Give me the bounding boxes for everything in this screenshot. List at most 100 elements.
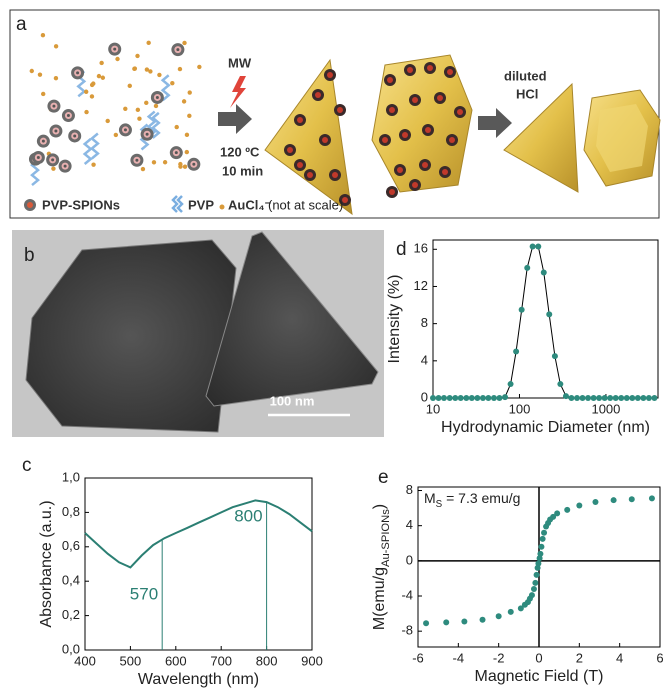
x-tick-label: 400 xyxy=(74,653,96,668)
point xyxy=(531,586,537,592)
y-tick-label: 1,0 xyxy=(62,469,80,484)
point xyxy=(580,395,586,401)
point xyxy=(508,609,514,615)
spion xyxy=(76,71,79,74)
point xyxy=(602,395,608,401)
au-ion xyxy=(144,101,148,105)
dot-icon xyxy=(220,205,225,210)
acid-label: HCl xyxy=(516,86,538,101)
plot-frame xyxy=(85,478,312,650)
spion xyxy=(412,97,418,103)
y-tick-label: 4 xyxy=(406,517,413,532)
legend-label: PVP xyxy=(188,197,214,212)
spion xyxy=(387,77,393,83)
spion xyxy=(51,158,54,161)
y-axis-title: M(emu/gAu-SPIONs) xyxy=(371,504,392,630)
annotation-part: = 7.3 emu/g xyxy=(442,490,520,506)
acid-label: diluted xyxy=(504,68,547,83)
spion xyxy=(322,137,328,143)
point xyxy=(423,620,429,626)
au-ion xyxy=(84,110,88,114)
spion xyxy=(332,172,338,178)
au-ion xyxy=(185,133,189,137)
y-tick-label: 0,8 xyxy=(62,504,80,519)
y-tick-label: 8 xyxy=(406,482,413,497)
spion xyxy=(425,127,431,133)
spion xyxy=(422,162,428,168)
au-ion xyxy=(178,67,182,71)
y-tick-label: 0 xyxy=(406,552,413,567)
plot-frame xyxy=(433,240,658,398)
au-ion xyxy=(178,164,182,168)
point xyxy=(607,395,613,401)
au-ion xyxy=(101,76,105,80)
spion xyxy=(287,147,293,153)
au-ion xyxy=(114,133,118,137)
panel-a: a MW 120 ºC 10 min diluted HCl PVP-SPION… xyxy=(10,10,660,218)
spion xyxy=(52,105,55,108)
spion xyxy=(427,65,433,71)
point xyxy=(613,395,619,401)
au-ion xyxy=(182,99,186,103)
point xyxy=(452,395,458,401)
x-tick-label: 2 xyxy=(576,650,583,665)
point xyxy=(474,395,480,401)
y-tick-label: -4 xyxy=(401,587,413,602)
au-ion xyxy=(54,44,58,48)
spion xyxy=(73,134,76,137)
au-ion xyxy=(84,90,88,94)
au-ion xyxy=(41,33,45,37)
panel-label: d xyxy=(396,239,407,260)
spion xyxy=(407,67,413,73)
y-tick-label: 0,6 xyxy=(62,538,80,553)
au-ion xyxy=(183,165,187,169)
x-axis-title: Wavelength (nm) xyxy=(138,671,259,688)
point xyxy=(534,572,540,578)
point xyxy=(629,496,635,502)
au-ion xyxy=(163,160,167,164)
x-tick-label: 600 xyxy=(165,653,187,668)
y-tick-label: 12 xyxy=(414,278,428,293)
point xyxy=(538,544,544,550)
point xyxy=(629,395,635,401)
au-ion xyxy=(175,125,179,129)
au-ion xyxy=(185,150,189,154)
point xyxy=(430,395,436,401)
au-ion xyxy=(182,41,186,45)
spion xyxy=(54,129,57,132)
temperature: 120 ºC xyxy=(220,144,260,159)
au-ion xyxy=(157,73,161,77)
point xyxy=(541,270,547,276)
point xyxy=(496,613,502,619)
spion xyxy=(175,151,178,154)
au-ion xyxy=(141,167,145,171)
au-ion xyxy=(54,76,58,80)
point xyxy=(540,536,546,542)
au-ion xyxy=(128,84,132,88)
spion xyxy=(447,69,453,75)
point xyxy=(649,495,655,501)
legend-label: PVP-SPIONs xyxy=(42,197,120,212)
point xyxy=(519,307,525,313)
x-tick-label: 800 xyxy=(256,653,278,668)
point xyxy=(469,395,475,401)
spion xyxy=(156,96,159,99)
x-tick-label: 100 xyxy=(509,401,531,416)
au-ion xyxy=(99,61,103,65)
point xyxy=(592,499,598,505)
x-tick-label: 4 xyxy=(616,650,623,665)
point xyxy=(532,580,538,586)
figure: a MW 120 ºC 10 min diluted HCl PVP-SPION… xyxy=(0,0,666,688)
point xyxy=(480,395,486,401)
spion xyxy=(412,182,418,188)
au-ion xyxy=(137,117,141,121)
x-tick-label: -4 xyxy=(453,650,465,665)
point xyxy=(557,381,563,387)
point xyxy=(591,395,597,401)
point xyxy=(463,395,469,401)
scale-bar-label: 100 nm xyxy=(270,393,315,408)
y-tick-label: 0,2 xyxy=(62,607,80,622)
line xyxy=(433,247,654,399)
spion xyxy=(442,169,448,175)
x-tick-label: 0 xyxy=(535,650,542,665)
